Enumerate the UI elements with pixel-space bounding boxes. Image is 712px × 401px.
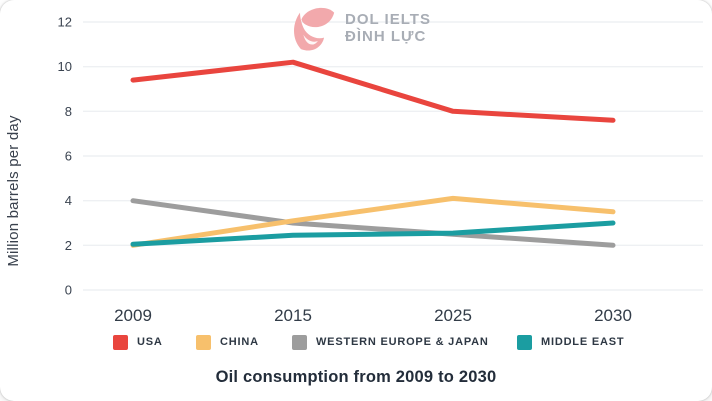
- logo-line-1: DOL IELTS: [345, 11, 431, 28]
- y-axis-label: Million barrels per day: [5, 115, 22, 267]
- logo-line-2: ĐÌNH LỰC: [345, 28, 427, 45]
- chart-title: Oil consumption from 2009 to 2030: [215, 368, 497, 386]
- y-tick-label: 2: [65, 238, 72, 253]
- series-line-usa: [130, 59, 616, 123]
- series-line-middle-east: [130, 220, 616, 247]
- legend-label: WESTERN EUROPE & JAPAN: [316, 336, 489, 348]
- legend-item-china: CHINA: [196, 334, 259, 350]
- legend-label: CHINA: [220, 336, 259, 348]
- legend-label: MIDDLE EAST: [541, 336, 625, 348]
- y-tick-label: 8: [65, 104, 72, 119]
- legend-label: USA: [137, 336, 163, 348]
- x-tick-label: 2015: [274, 306, 312, 325]
- legend-swatch: [196, 334, 211, 350]
- dol-logo-icon: [294, 7, 335, 51]
- legend-item-usa: USA: [113, 334, 163, 350]
- legend-swatch: [517, 334, 532, 350]
- legend-swatch: [292, 334, 307, 350]
- y-tick-label: 4: [65, 193, 72, 208]
- legend-item-middle-east: MIDDLE EAST: [517, 334, 624, 350]
- brand-logo: DOL IELTS ĐÌNH LỰC: [288, 3, 431, 53]
- series-line-china: [130, 195, 616, 248]
- logo-text: DOL IELTS ĐÌNH LỰC: [345, 12, 431, 44]
- x-tick-label: 2025: [434, 306, 472, 325]
- y-tick-label: 6: [65, 149, 72, 164]
- y-tick-label: 12: [58, 15, 72, 30]
- legend-item-western-europe-japan: WESTERN EUROPE & JAPAN: [292, 334, 489, 350]
- y-tick-label: 10: [58, 59, 72, 74]
- series-line-western-europe-japan: [130, 198, 616, 248]
- legend-swatch: [113, 334, 128, 350]
- x-tick-label: 2030: [594, 306, 632, 325]
- x-tick-label: 2009: [114, 306, 152, 325]
- line-chart: 0 2 4 6 8 10 12 2009 2015 2025 2030: [58, 15, 703, 325]
- chart-legend: USA CHINA WESTERN EUROPE & JAPAN MIDDLE EAS…: [0, 334, 712, 352]
- y-tick-label: 0: [65, 283, 72, 298]
